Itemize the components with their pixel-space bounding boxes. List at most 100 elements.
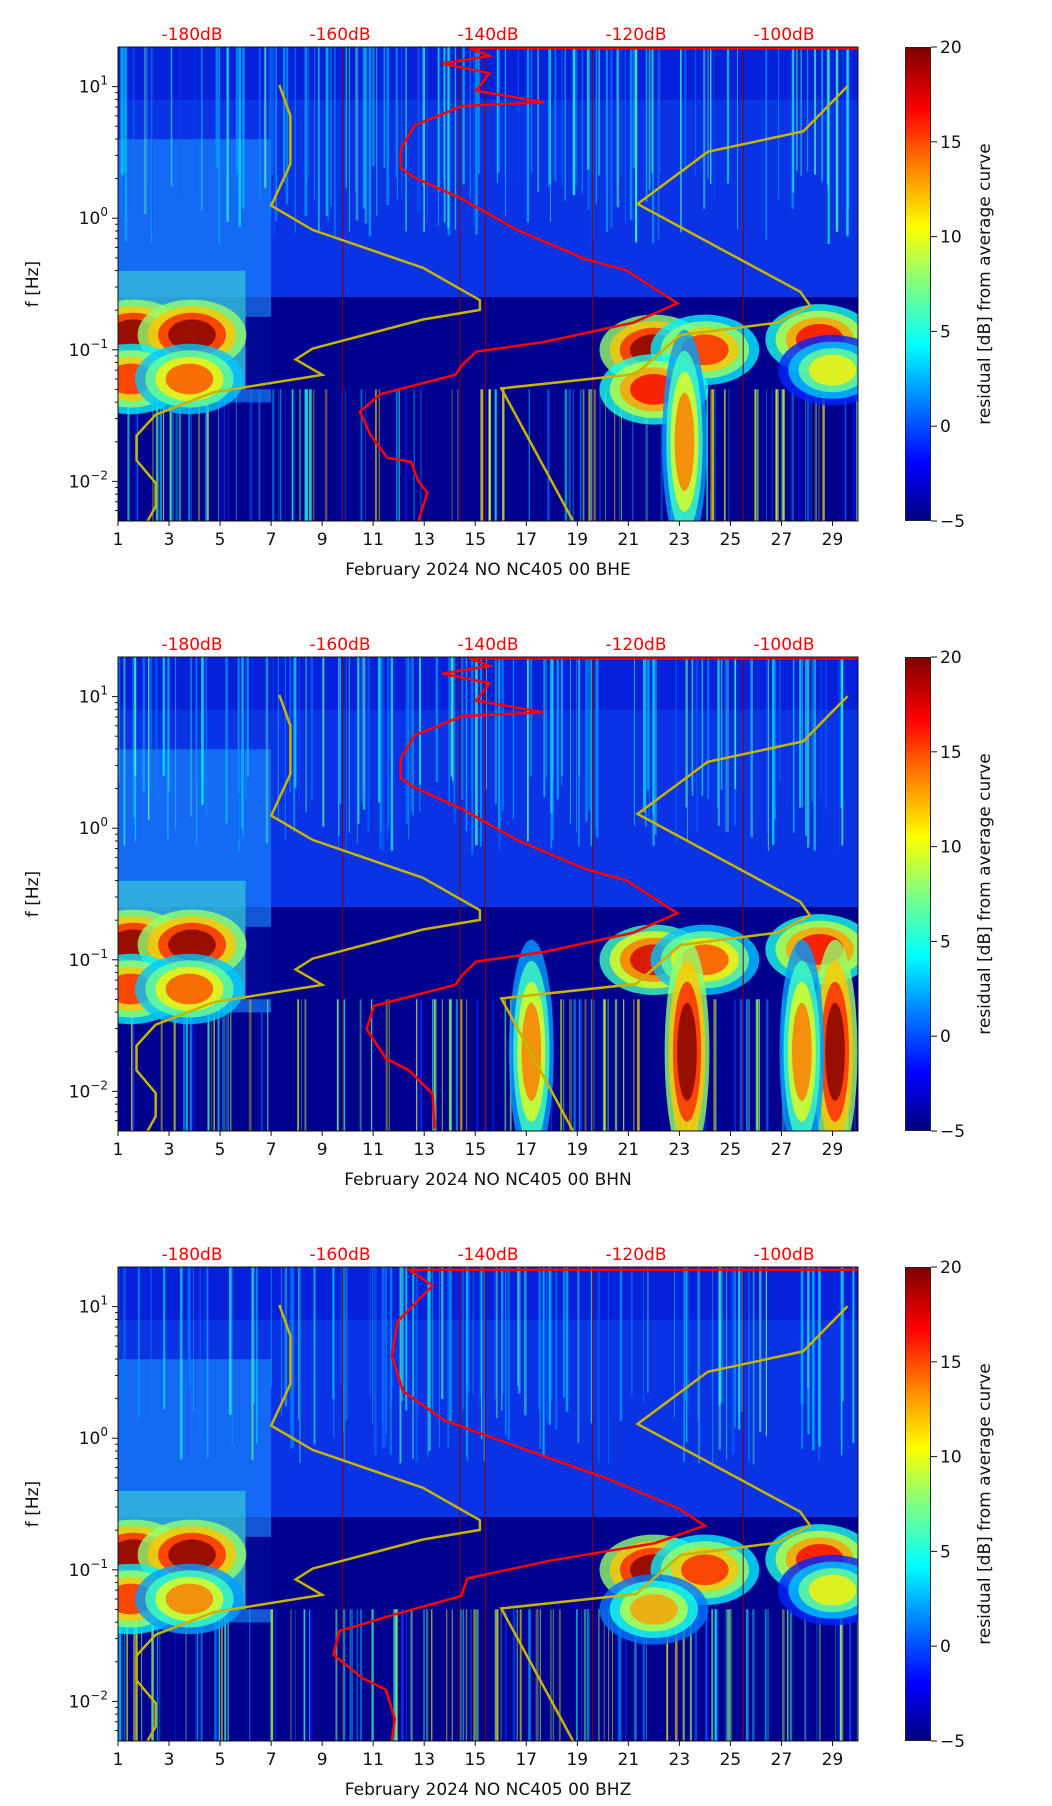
spectrogram-image xyxy=(118,657,858,1131)
streak xyxy=(816,1609,818,1741)
streak xyxy=(555,1267,558,1430)
streak xyxy=(217,999,220,1131)
streak xyxy=(849,1609,852,1741)
streak xyxy=(583,1609,587,1741)
streak xyxy=(613,389,616,521)
y-tick-label: 10−1 xyxy=(69,337,108,361)
streak xyxy=(423,1609,425,1741)
streak xyxy=(426,1609,429,1741)
streak xyxy=(632,47,635,221)
y-tick-base: 10 xyxy=(69,1561,91,1581)
streak xyxy=(767,657,769,851)
streak xyxy=(313,47,316,201)
streak xyxy=(345,657,347,853)
streak xyxy=(605,47,608,232)
streak xyxy=(720,657,723,790)
x-tick-label: 3 xyxy=(164,1750,175,1770)
streak xyxy=(188,1267,191,1388)
x-tick-label: 17 xyxy=(515,1750,537,1770)
streak xyxy=(305,657,307,813)
streak xyxy=(187,1267,189,1456)
streak xyxy=(378,389,380,521)
streak xyxy=(778,657,782,781)
streak xyxy=(592,389,595,521)
x-tick-label: 13 xyxy=(413,530,435,550)
streak xyxy=(799,657,802,808)
streak xyxy=(300,999,302,1131)
streak xyxy=(621,389,622,521)
streak xyxy=(524,1267,527,1416)
streak xyxy=(578,999,580,1131)
streak xyxy=(806,47,809,172)
streak xyxy=(224,1609,227,1741)
streak xyxy=(142,657,145,792)
streak xyxy=(298,1267,299,1420)
streak xyxy=(160,999,163,1131)
streak xyxy=(461,657,464,800)
streak xyxy=(818,389,820,521)
streak xyxy=(404,389,408,521)
streak xyxy=(454,657,456,823)
y-tick-base: 10 xyxy=(79,1298,101,1318)
x-tick-label: 9 xyxy=(317,530,328,550)
streak xyxy=(258,47,261,199)
streak xyxy=(739,999,741,1131)
streak xyxy=(517,1267,521,1394)
x-tick-label: 5 xyxy=(215,1140,226,1160)
top-db-label: -180dB xyxy=(161,635,222,655)
streak xyxy=(446,1609,448,1741)
streak xyxy=(745,999,749,1131)
y-tick-label: 10−2 xyxy=(69,1078,108,1102)
streak xyxy=(448,999,452,1131)
streak xyxy=(330,47,332,206)
streak xyxy=(618,389,621,521)
streak xyxy=(814,47,817,175)
streak xyxy=(482,1267,486,1401)
streak xyxy=(291,389,294,521)
streak xyxy=(619,1609,622,1741)
streak xyxy=(694,47,697,176)
hotspot xyxy=(168,319,216,351)
streak xyxy=(214,1609,218,1741)
x-tick-label: 11 xyxy=(362,1750,384,1770)
streak xyxy=(711,389,715,521)
streak xyxy=(466,1267,469,1462)
streak xyxy=(568,389,571,521)
streak xyxy=(632,47,636,168)
streak xyxy=(747,999,751,1131)
streak xyxy=(480,657,482,847)
streak xyxy=(270,1609,274,1741)
streak xyxy=(450,657,453,777)
streak xyxy=(774,657,776,820)
streak xyxy=(313,389,315,521)
streak xyxy=(242,47,245,209)
streak xyxy=(339,657,341,804)
noise-band xyxy=(118,1267,858,1320)
streak xyxy=(290,1609,292,1741)
streak xyxy=(573,999,576,1131)
streak xyxy=(191,999,194,1131)
colorbar-tick-label: 20 xyxy=(940,38,962,58)
streak xyxy=(630,1267,633,1396)
streak xyxy=(345,1267,348,1421)
streak xyxy=(806,389,810,521)
streak xyxy=(368,47,372,237)
streak xyxy=(707,47,709,179)
streak xyxy=(585,657,588,822)
streak xyxy=(759,1267,762,1433)
streak xyxy=(745,1609,749,1741)
streak xyxy=(205,657,208,785)
streak xyxy=(839,1267,842,1440)
x-tick-label: 5 xyxy=(215,1750,226,1770)
x-axis-label: February 2024 NO NC405 00 BHZ xyxy=(345,1780,631,1800)
streak xyxy=(272,657,274,805)
streak xyxy=(193,1267,194,1411)
x-tick-label: 11 xyxy=(362,1140,384,1160)
streak xyxy=(603,999,606,1131)
streak xyxy=(461,1267,465,1410)
streak xyxy=(441,999,443,1131)
streak xyxy=(512,1609,516,1741)
streak xyxy=(584,389,586,521)
streak xyxy=(758,999,761,1131)
